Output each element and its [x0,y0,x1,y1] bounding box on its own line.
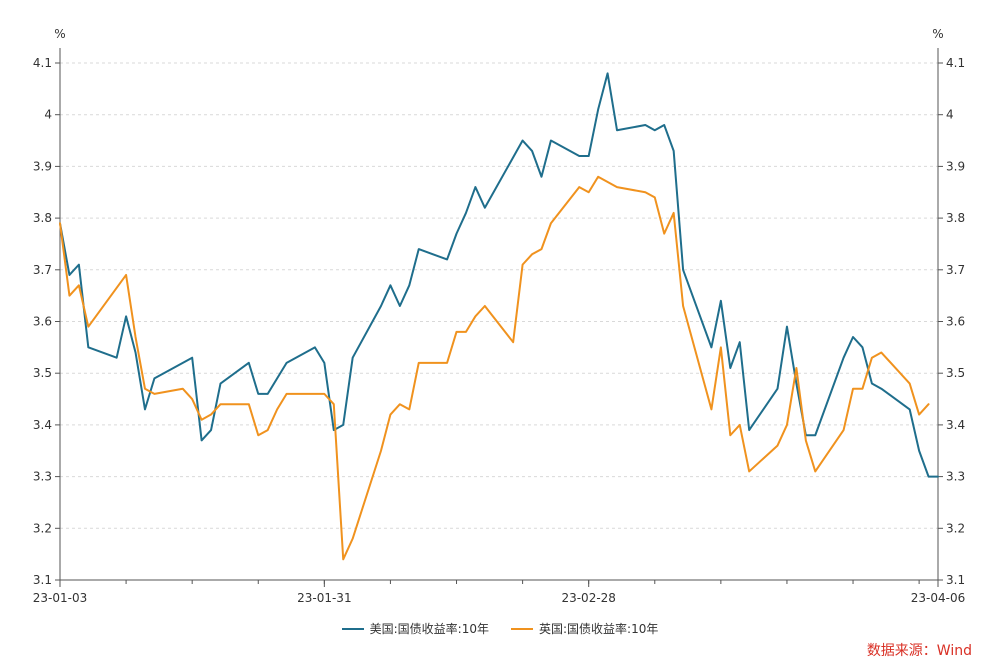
x-tick-label: 23-04-06 [911,591,965,605]
y-tick-label-left: 3.7 [33,263,52,277]
y-tick-label-right: 3.7 [946,263,965,277]
legend: 美国:国债收益率:10年 英国:国债收益率:10年 [0,620,1000,637]
y-tick-label-right: 4 [946,108,954,122]
y-tick-label-left: 3.3 [33,470,52,484]
source-note: 数据来源：Wind [866,643,972,659]
axis-labels: 3.1 3.1 3.2 3.2 3.3 3.3 3.4 3.4 3.5 3.5 3.6 3.6 3.7 3… [33,27,965,605]
legend-swatch-us [341,627,364,630]
y-tick-label-left: 3.8 [33,211,52,225]
y-tick-label-right: 4.1 [946,56,965,70]
y-tick-label-left: 3.1 [33,573,52,587]
y-tick-label-right: 3.6 [946,315,965,329]
legend-item-us: 美国:国债收益率:10年 [341,620,489,637]
series-line-us [59,72,939,478]
y-tick-label-left: 3.6 [33,315,52,329]
legend-label-uk: 英国:国债收益率:10年 [539,622,659,636]
y-tick-label-left: 4.1 [33,56,52,70]
x-tick-label: 23-01-03 [33,591,87,605]
y-unit-right: % [932,27,943,41]
legend-swatch-uk [511,627,533,630]
legend-label-us: 美国:国债收益率:10年 [369,622,489,636]
axes [55,48,943,587]
series-line-uk [59,175,930,561]
y-unit-left: % [54,27,65,41]
x-tick-label: 23-01-31 [297,591,351,605]
y-tick-label-left: 3.9 [33,159,52,173]
y-tick-label-right: 3.8 [946,211,965,225]
y-tick-label-right: 3.9 [946,159,965,173]
y-tick-label-right: 3.4 [946,418,965,432]
grid-lines [60,62,938,581]
y-tick-label-right: 3.3 [946,470,965,484]
y-tick-label-right: 3.1 [946,573,965,587]
y-tick-label-right: 3.5 [946,366,965,380]
y-tick-label-left: 4 [44,108,52,122]
x-tick-label: 23-02-28 [561,591,615,605]
y-tick-label-left: 3.4 [33,418,52,432]
legend-item-uk: 英国:国债收益率:10年 [511,620,658,637]
y-tick-label-left: 3.5 [33,366,52,380]
y-tick-label-right: 3.2 [946,521,965,535]
y-tick-label-left: 3.2 [33,521,52,535]
series-lines [59,72,939,561]
